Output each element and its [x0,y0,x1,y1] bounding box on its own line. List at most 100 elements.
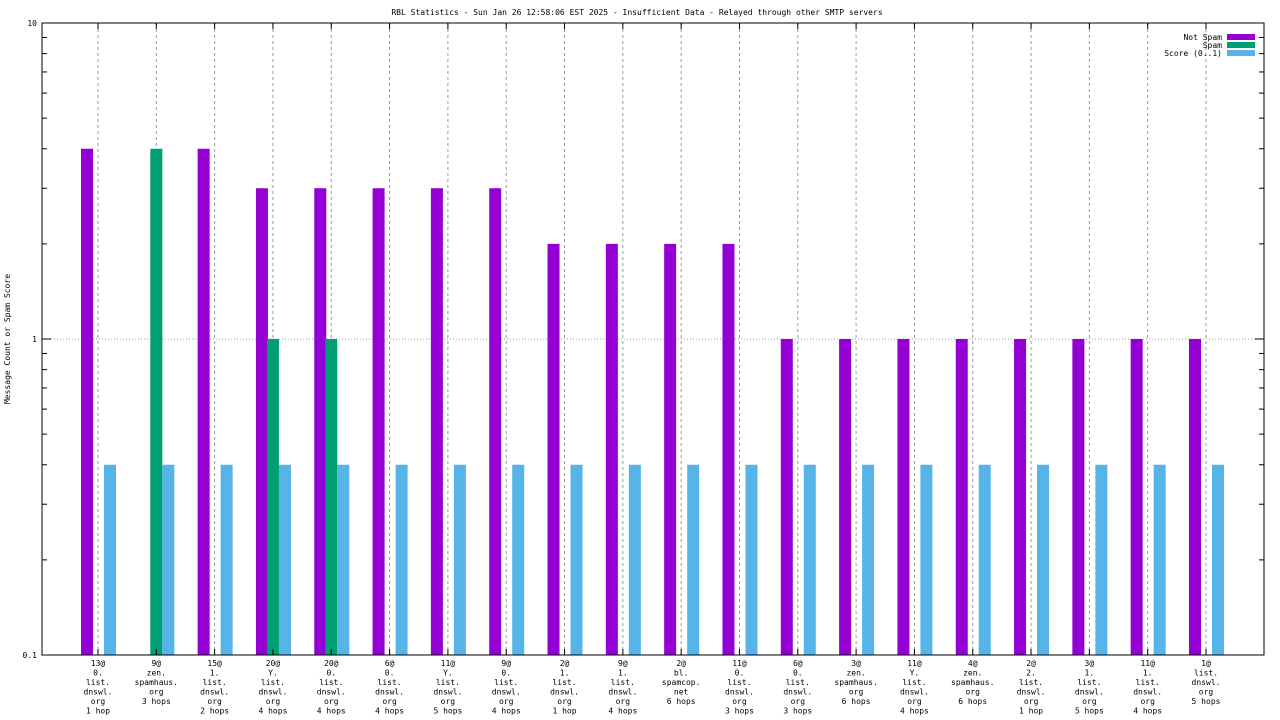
x-tick-label: 11@ [441,659,456,668]
y-axis-label: Message Count or Spam Score [3,274,12,404]
bar-not-spam [197,148,210,656]
x-tick-label: org [499,697,514,706]
x-tick-label: org [1199,688,1214,697]
x-tick-label: 1. [210,669,220,678]
x-tick-label: 4 hops [1133,707,1162,716]
x-tick-label: 6 hops [842,697,871,706]
x-tick-label: org [907,697,922,706]
x-tick-label: 20@ [266,659,281,668]
bar-score [162,464,175,655]
bar-score [1212,464,1224,655]
x-tick-label: dnswl. [433,688,462,697]
x-tick-label: 1 hop [552,707,576,716]
bar-score [220,464,233,655]
x-tick-label: 0. [793,669,803,678]
bar-not-spam [255,188,268,656]
x-tick-label: list. [494,678,518,687]
x-tick-label: 5 hops [1192,697,1221,706]
x-tick-label: org [324,697,339,706]
bar-not-spam [372,188,385,656]
bar-score [570,464,583,655]
x-tick-label: net [674,688,689,697]
x-tick-label: 9@ [501,659,511,668]
legend-swatch [1227,50,1255,56]
x-tick-label: 6@ [793,659,803,668]
x-tick-label: org [732,697,747,706]
bar-not-spam [1072,339,1085,655]
x-tick-label: 2@ [676,659,686,668]
bar-score [862,464,875,655]
x-tick-label: 1. [1143,669,1153,678]
x-tick-label: 6 hops [958,697,987,706]
y-tick-label: 10 [27,19,37,28]
bar-not-spam [1130,339,1143,655]
bar-score [104,464,116,655]
x-tick-label: spamhaus. [951,678,994,687]
bar-score [803,464,816,655]
x-tick-label: 0. [326,669,336,678]
bar-score [687,464,700,655]
x-tick-label: Y. [443,669,453,678]
bar-not-spam [664,243,677,656]
x-tick-label: list. [436,678,460,687]
x-tick-label: org [149,688,164,697]
bar-not-spam [1189,339,1201,655]
x-tick-label: org [1082,697,1097,706]
bar-score [1095,464,1108,655]
bar-score [1153,464,1166,655]
x-tick-label: dnswl. [375,688,404,697]
x-tick-label: Y. [268,669,278,678]
x-tick-label: zen. [963,669,982,678]
x-tick-label: 0. [735,669,745,678]
x-tick-label: list. [86,678,110,687]
x-tick-label: 1@ [1201,659,1211,668]
x-tick-label: dnswl. [1075,688,1104,697]
bar-not-spam [81,148,93,656]
x-tick-label: dnswl. [492,688,521,697]
x-tick-label: 3 hops [142,697,171,706]
x-tick-label: 2 hops [200,707,229,716]
bar-not-spam [897,339,910,655]
bar-score [278,464,291,655]
x-tick-label: dnswl. [317,688,346,697]
x-tick-label: 4 hops [900,707,929,716]
bar-score [337,464,350,655]
x-tick-label: org [382,697,397,706]
x-tick-label: list. [727,678,751,687]
x-tick-label: 1 hop [1019,707,1043,716]
bar-not-spam [430,188,443,656]
bar-not-spam [955,339,968,655]
x-tick-label: 11@ [907,659,922,668]
x-tick-label: 13@ [91,659,106,668]
x-tick-label: zen. [846,669,865,678]
x-tick-label: dnswl. [1192,678,1221,687]
bar-score [512,464,525,655]
x-tick-label: list. [786,678,810,687]
x-tick-label: 1 hop [86,707,110,716]
x-tick-label: list. [902,678,926,687]
legend-label: Score (0..1) [1164,49,1222,58]
x-tick-label: 11@ [1140,659,1155,668]
x-tick-label: org [791,697,806,706]
x-tick-label: 0. [93,669,103,678]
x-tick-label: dnswl. [608,688,637,697]
x-tick-label: org [207,697,222,706]
chart-title: RBL Statistics - Sun Jan 26 12:58:06 EST… [391,8,882,17]
x-tick-label: 4 hops [258,707,287,716]
x-tick-label: spamhaus. [135,678,178,687]
legend-label: Not Spam [1183,33,1222,42]
x-tick-label: 6@ [385,659,395,668]
bar-spam [325,339,338,655]
x-tick-label: 2@ [1026,659,1036,668]
x-tick-label: 1. [1085,669,1095,678]
x-tick-label: 4 hops [375,707,404,716]
x-tick-label: 15@ [207,659,222,668]
x-tick-label: 6 hops [667,697,696,706]
x-tick-label: 11@ [732,659,747,668]
bar-score [395,464,408,655]
x-tick-label: dnswl. [84,688,113,697]
x-tick-label: dnswl. [550,688,579,697]
legend-label: Spam [1203,41,1222,50]
x-tick-label: list. [1136,678,1160,687]
